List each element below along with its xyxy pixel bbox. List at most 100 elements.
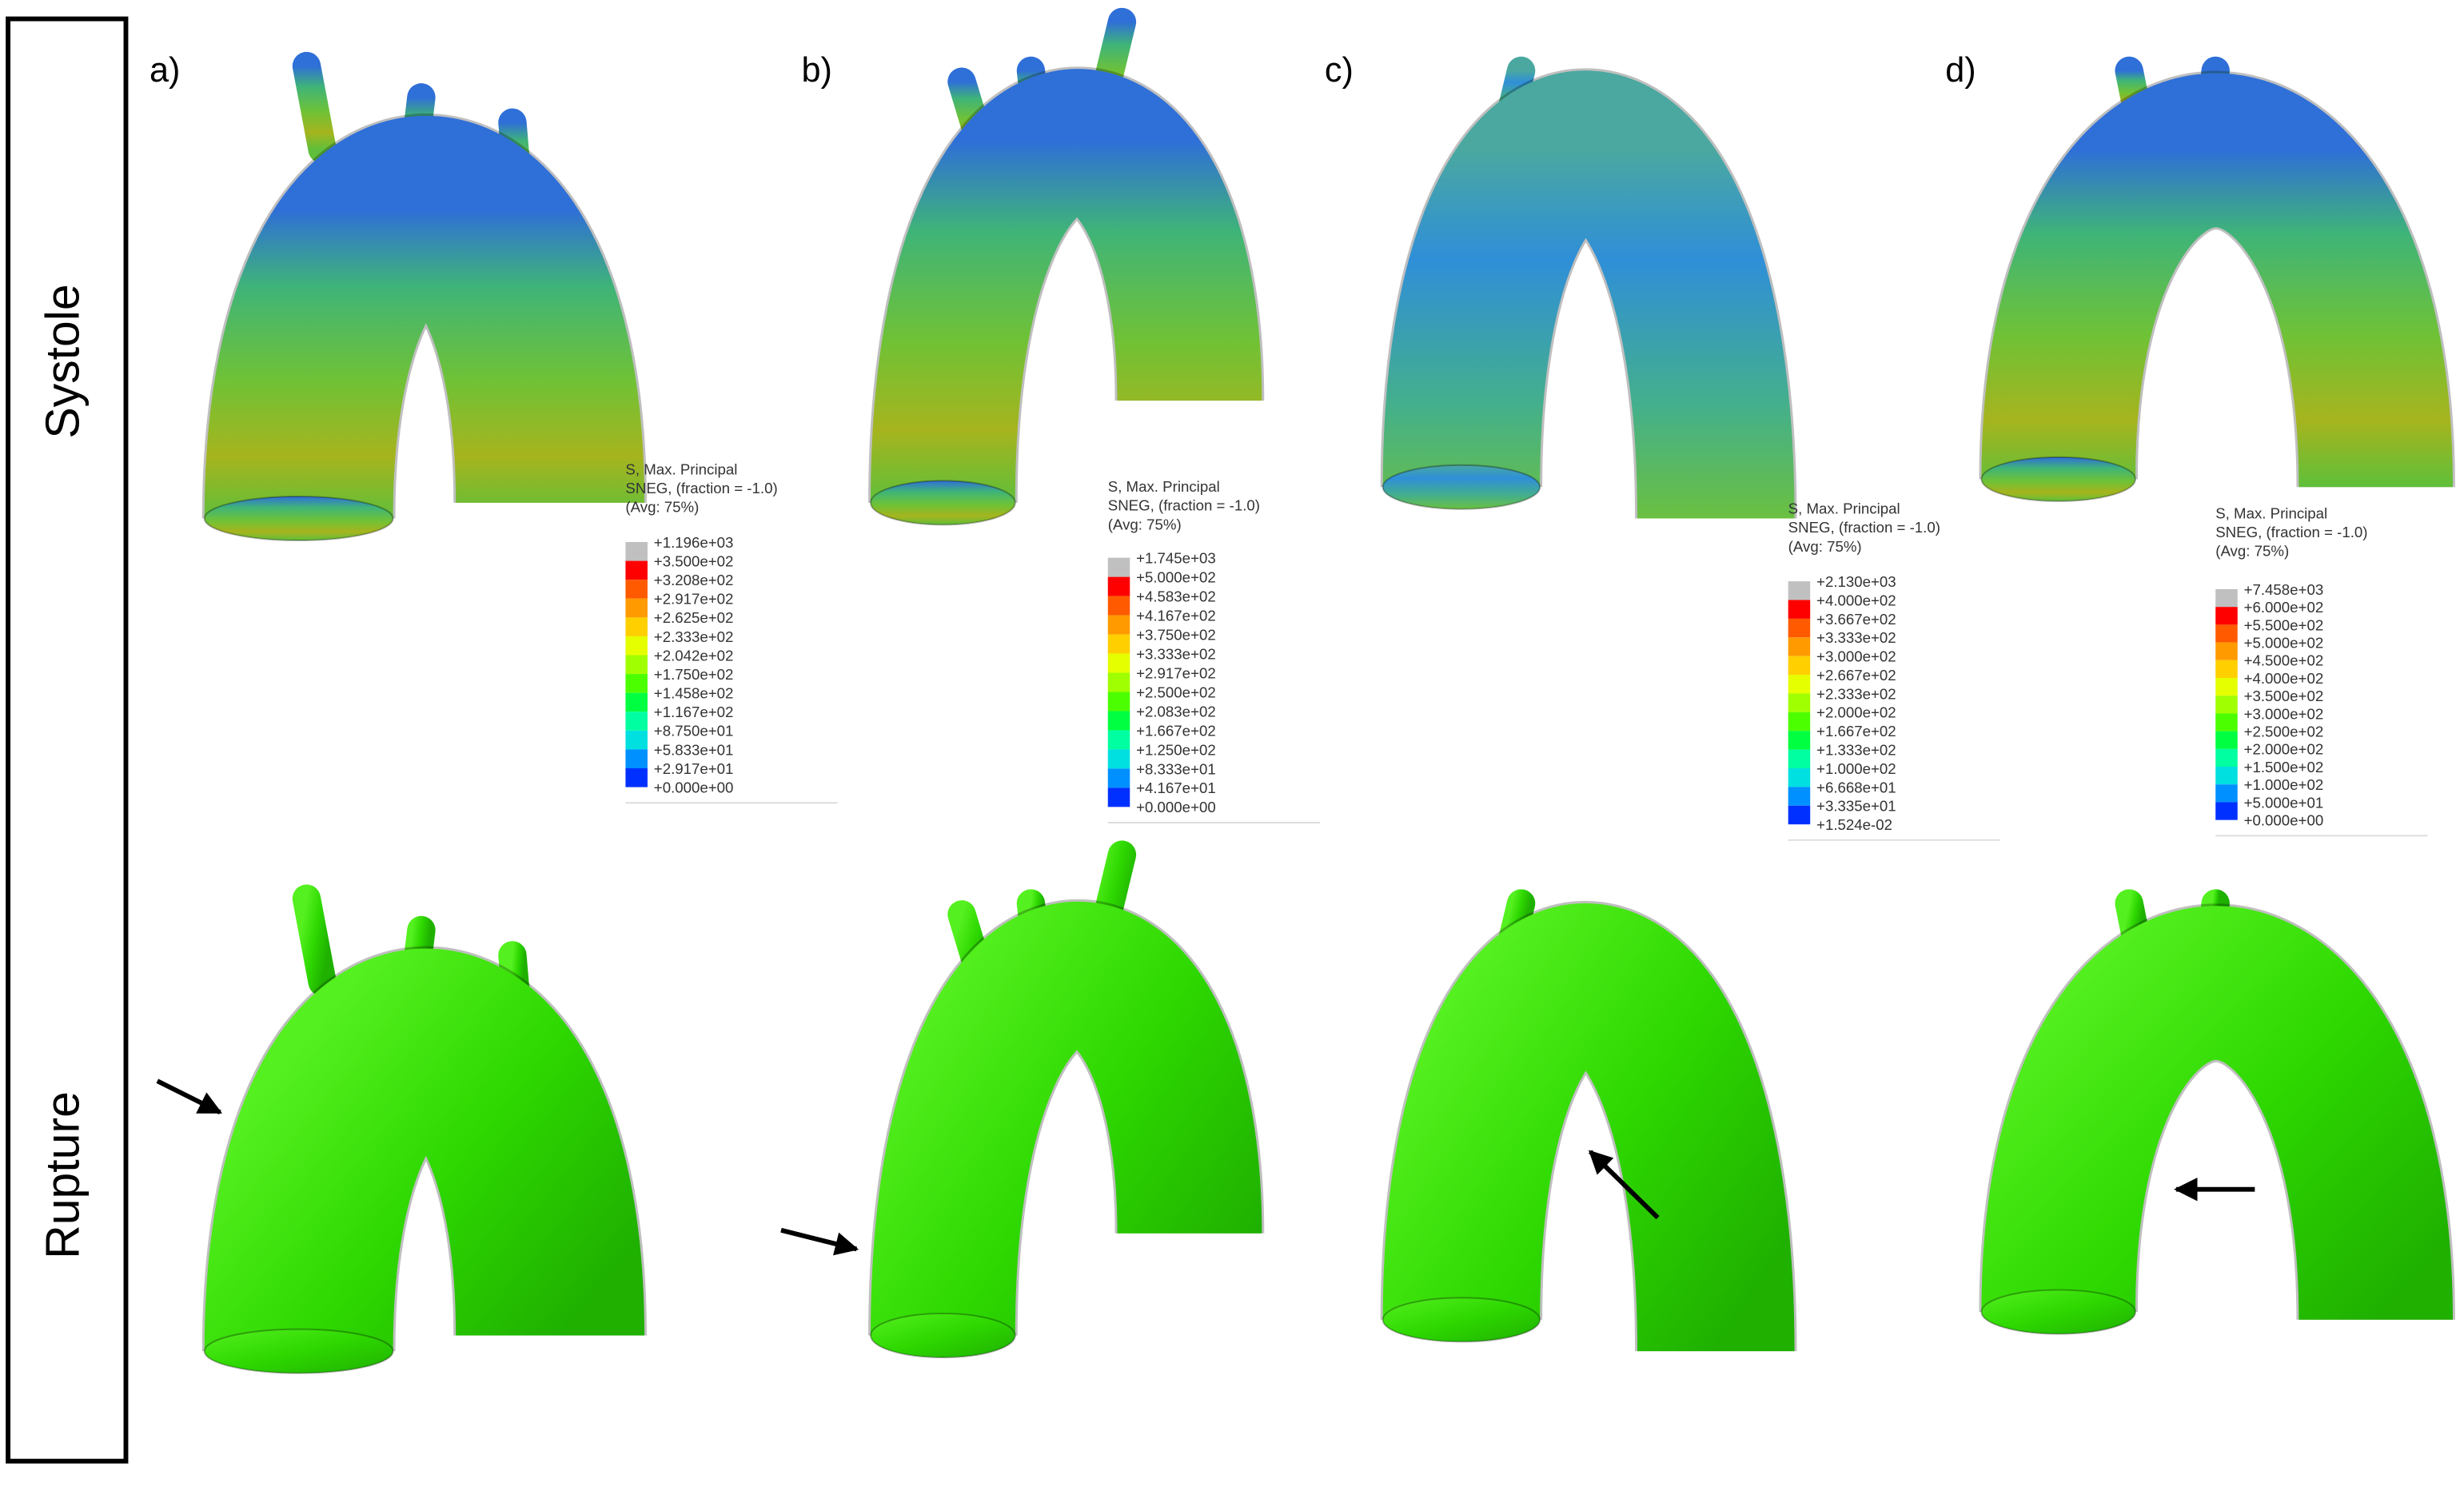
legend-value: +2.042e+02 bbox=[654, 647, 734, 664]
color-band bbox=[1107, 749, 1130, 769]
legend-value: +6.668e+01 bbox=[1816, 779, 1896, 795]
legend-value: +0.000e+00 bbox=[654, 779, 734, 795]
color-band bbox=[1107, 768, 1130, 788]
rupture-aorta bbox=[870, 901, 1262, 1336]
legend-value: +2.917e+02 bbox=[654, 591, 734, 608]
color-band bbox=[1107, 634, 1130, 654]
panel-label: c) bbox=[1325, 51, 1354, 90]
color-band bbox=[1788, 693, 1811, 712]
stress-aorta bbox=[204, 116, 645, 520]
rupture-aorta-opening bbox=[1980, 1289, 2136, 1335]
legend-title: S, Max. Principal bbox=[1788, 500, 1900, 517]
legend-value: +2.917e+01 bbox=[654, 760, 734, 777]
color-band bbox=[1107, 692, 1130, 712]
legend-value: +1.333e+02 bbox=[1816, 741, 1896, 758]
legend-title: (Avg: 75%) bbox=[2215, 543, 2289, 560]
stress-aorta bbox=[1981, 73, 2453, 488]
color-band bbox=[2215, 588, 2238, 608]
color-band bbox=[1788, 581, 1811, 600]
legend-value: +1.667e+02 bbox=[1136, 722, 1216, 739]
legend-value: +1.458e+02 bbox=[654, 685, 734, 702]
rupture-arrow bbox=[156, 1078, 223, 1115]
legend-value: +5.833e+01 bbox=[654, 741, 734, 758]
legend-value: +0.000e+00 bbox=[1136, 799, 1216, 815]
legend-value: +1.750e+02 bbox=[654, 666, 734, 683]
color-band bbox=[2215, 624, 2238, 643]
legend-value: +2.917e+02 bbox=[1136, 664, 1216, 681]
legend-value: +2.130e+03 bbox=[1816, 573, 1896, 590]
color-band bbox=[1107, 615, 1130, 635]
legend-value: +4.583e+02 bbox=[1136, 588, 1216, 604]
color-band bbox=[2215, 642, 2238, 660]
legend-value: +2.083e+02 bbox=[1136, 703, 1216, 720]
legend-value: +3.500e+02 bbox=[654, 552, 734, 569]
legend-value: +2.625e+02 bbox=[654, 609, 734, 626]
legend-title: (Avg: 75%) bbox=[1788, 538, 1862, 555]
legend-value: +3.500e+02 bbox=[2244, 688, 2324, 704]
color-band bbox=[1788, 637, 1811, 656]
legend-title: (Avg: 75%) bbox=[1108, 516, 1182, 532]
legend-value: +4.000e+02 bbox=[2244, 670, 2324, 687]
legend-value: +2.333e+02 bbox=[654, 628, 734, 645]
stress-aorta bbox=[870, 69, 1262, 503]
legend-value: +0.000e+00 bbox=[2244, 812, 2324, 829]
color-band bbox=[625, 598, 648, 618]
color-band bbox=[625, 749, 648, 768]
legend-value: +4.167e+01 bbox=[1136, 779, 1216, 796]
legend-value: +1.745e+03 bbox=[1136, 550, 1216, 567]
legend-title: S, Max. Principal bbox=[2215, 505, 2327, 522]
color-band bbox=[625, 542, 648, 561]
legend-value: +1.000e+02 bbox=[1816, 760, 1896, 777]
legend-value: +2.500e+02 bbox=[2244, 723, 2324, 740]
legend-value: +3.333e+02 bbox=[1136, 645, 1216, 662]
legend-title: S, Max. Principal bbox=[625, 460, 737, 477]
color-band bbox=[1788, 731, 1811, 750]
legend-value: +5.500e+02 bbox=[2244, 616, 2324, 633]
color-band bbox=[1107, 576, 1130, 596]
legend-title: SNEG, (fraction = -1.0) bbox=[1788, 519, 1940, 536]
color-band bbox=[2215, 802, 2238, 820]
legend-value: +1.250e+02 bbox=[1136, 741, 1216, 758]
legend-value: +8.333e+01 bbox=[1136, 760, 1216, 777]
legend-title: SNEG, (fraction = -1.0) bbox=[1108, 497, 1260, 514]
color-band bbox=[625, 580, 648, 599]
legend-value: +4.167e+02 bbox=[1136, 607, 1216, 624]
legend-value: +2.333e+02 bbox=[1816, 685, 1896, 702]
legend-title: (Avg: 75%) bbox=[625, 499, 699, 516]
color-band bbox=[2215, 731, 2238, 749]
legend-value: +3.000e+02 bbox=[1816, 648, 1896, 665]
color-band bbox=[1788, 656, 1811, 676]
legend-value: +1.500e+02 bbox=[2244, 759, 2324, 775]
legend-value: +1.524e-02 bbox=[1816, 816, 1892, 833]
legend-value: +1.667e+02 bbox=[1816, 723, 1896, 740]
rupture-aorta-opening bbox=[1382, 1297, 1541, 1343]
legend-value: +5.000e+01 bbox=[2244, 794, 2324, 811]
panel-label: a) bbox=[150, 51, 180, 90]
color-band bbox=[2215, 677, 2238, 696]
color-band bbox=[1788, 712, 1811, 732]
legend-value: +3.333e+02 bbox=[1816, 629, 1896, 646]
legend-value: +2.000e+02 bbox=[2244, 741, 2324, 758]
legend-value: +5.000e+02 bbox=[1136, 569, 1216, 586]
legend-value: +3.000e+02 bbox=[2244, 705, 2324, 722]
stress-aorta-opening bbox=[870, 480, 1016, 526]
color-band bbox=[1107, 596, 1130, 616]
color-band bbox=[1788, 805, 1811, 825]
color-band bbox=[1107, 787, 1130, 807]
color-band bbox=[1788, 787, 1811, 806]
color-band bbox=[2215, 767, 2238, 785]
legend-title: SNEG, (fraction = -1.0) bbox=[2215, 524, 2367, 540]
color-band bbox=[1107, 672, 1130, 692]
row-label-frame bbox=[6, 16, 129, 1464]
stress-aorta-branch bbox=[292, 51, 337, 164]
color-band bbox=[625, 730, 648, 750]
stress-aorta-opening bbox=[203, 496, 394, 542]
color-band bbox=[625, 674, 648, 693]
color-band bbox=[1107, 653, 1130, 673]
legend-value: +7.458e+03 bbox=[2244, 581, 2324, 598]
stress-aorta bbox=[1382, 70, 1795, 519]
color-band bbox=[625, 712, 648, 731]
color-band bbox=[2215, 713, 2238, 732]
